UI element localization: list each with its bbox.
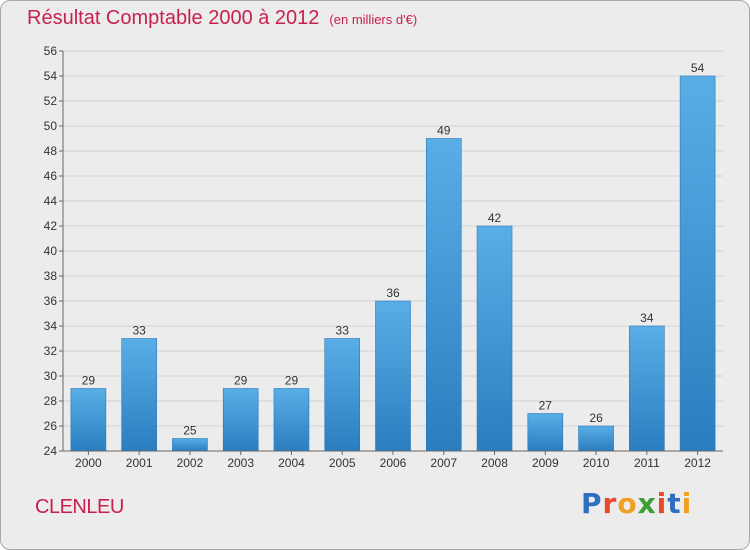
y-tick-label: 36	[44, 294, 58, 308]
bar-2007	[425, 138, 462, 452]
data-label: 54	[691, 61, 705, 75]
y-tick-label: 48	[44, 144, 58, 158]
y-tick-label: 34	[44, 319, 58, 333]
x-tick-label: 2004	[278, 456, 305, 470]
y-tick-label: 26	[44, 419, 58, 433]
logo-letter: o	[617, 487, 638, 520]
data-label: 42	[488, 211, 502, 225]
x-tick-label: 2003	[227, 456, 254, 470]
data-label: 27	[539, 399, 553, 413]
data-label: 36	[386, 286, 400, 300]
bar-2011	[629, 325, 665, 452]
logo-letter: t	[667, 487, 682, 520]
logo-letter: i	[681, 487, 693, 520]
data-label: 29	[234, 374, 248, 388]
y-tick-label: 50	[44, 119, 58, 133]
logo-letter: P	[581, 487, 603, 520]
bar-2003	[222, 388, 259, 452]
y-tick-label: 52	[44, 94, 58, 108]
bar-2001	[121, 338, 157, 452]
x-tick-label: 2000	[75, 456, 102, 470]
x-tick-label: 2007	[430, 456, 457, 470]
bar-2012	[679, 75, 716, 452]
data-label: 25	[183, 424, 197, 438]
data-label: 29	[285, 374, 299, 388]
bar-2006	[375, 300, 411, 452]
x-tick-label: 2011	[634, 456, 660, 470]
y-tick-label: 30	[44, 369, 58, 383]
chart-title-text: Résultat Comptable 2000 à 2012	[27, 7, 320, 29]
bar-2004	[273, 388, 310, 452]
y-tick-label: 56	[44, 44, 58, 58]
chart-subtitle: (en milliers d'€)	[329, 12, 418, 27]
y-tick-label: 46	[44, 169, 58, 183]
x-tick-label: 2005	[329, 456, 356, 470]
logo-letter: r	[602, 487, 618, 520]
logo-letter: x	[637, 487, 657, 520]
bar-2002	[172, 438, 208, 452]
y-tick-label: 54	[44, 69, 58, 83]
bar-2008	[476, 225, 513, 452]
data-label: 49	[437, 124, 451, 138]
y-tick-label: 42	[44, 219, 58, 233]
data-label: 33	[132, 324, 146, 338]
y-tick-label: 38	[44, 269, 58, 283]
data-label: 29	[82, 374, 96, 388]
x-tick-label: 2006	[380, 456, 407, 470]
town-name: CLENLEU	[35, 496, 124, 518]
data-label: 33	[336, 324, 350, 338]
bar-2010	[578, 425, 614, 452]
x-tick-label: 2001	[126, 456, 153, 470]
x-tick-label: 2002	[177, 456, 204, 470]
bar-2005	[324, 338, 361, 452]
x-tick-label: 2008	[481, 456, 508, 470]
x-tick-label: 2009	[532, 456, 559, 470]
data-label: 34	[640, 311, 654, 325]
y-tick-label: 44	[44, 194, 58, 208]
chart-title: Résultat Comptable 2000 à 2012 (en millie…	[27, 7, 417, 30]
x-tick-label: 2010	[583, 456, 610, 470]
bar-2009	[527, 413, 564, 452]
data-label: 26	[589, 411, 603, 425]
y-tick-label: 40	[44, 244, 58, 258]
y-tick-label: 28	[44, 394, 58, 408]
y-tick-label: 24	[44, 444, 58, 458]
bar-2000	[70, 388, 107, 452]
proxiti-logo: Proxiti	[581, 487, 692, 520]
logo-letter: i	[656, 487, 668, 520]
x-tick-label: 2012	[684, 456, 711, 470]
y-tick-label: 32	[44, 344, 58, 358]
